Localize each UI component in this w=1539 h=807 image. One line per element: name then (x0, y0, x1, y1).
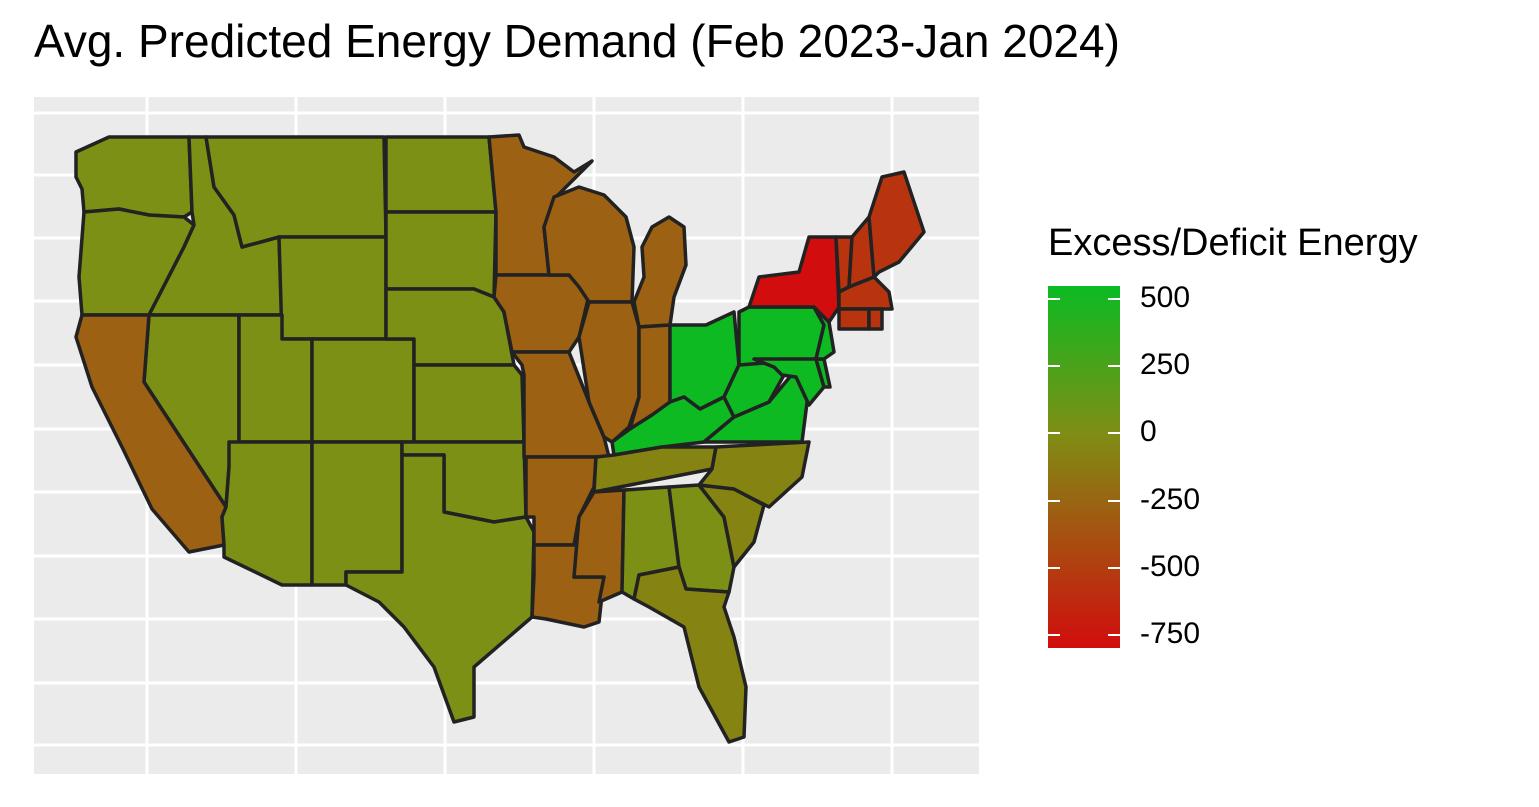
state-iowa (492, 273, 591, 354)
legend-tick-mark (1108, 633, 1120, 636)
legend-tick-label: 500 (1140, 281, 1191, 315)
legend-tick-mark (1108, 499, 1120, 502)
legend-tick-mark (1048, 566, 1060, 569)
state-texas (344, 453, 536, 724)
map-panel (34, 97, 979, 774)
state-new-mexico (310, 440, 404, 587)
state-kansas (412, 363, 526, 444)
state-connecticut (837, 307, 871, 331)
legend-tick-mark (1108, 365, 1120, 368)
legend-tick-mark (1048, 432, 1060, 435)
legend-tick-label: 0 (1140, 415, 1157, 449)
state-florida (632, 565, 748, 744)
state-north-dakota (384, 135, 498, 214)
states (74, 133, 926, 744)
legend-tick-label: -500 (1140, 549, 1201, 583)
legend-tick-mark (1108, 566, 1120, 569)
legend-tick-mark (1108, 298, 1120, 301)
legend-tick-mark (1108, 432, 1120, 435)
state-minnesota (487, 133, 594, 277)
state-pennsylvania (737, 305, 826, 367)
state-colorado (310, 337, 416, 444)
legend-tick-label: -750 (1140, 616, 1201, 650)
chart-title: Avg. Predicted Energy Demand (Feb 2023-J… (34, 15, 1120, 67)
legend-tick-label: 250 (1140, 348, 1191, 382)
legend-tick-mark (1048, 298, 1060, 301)
state-arizona (220, 440, 314, 587)
state-wyoming (277, 235, 388, 341)
legend-title: Excess/Deficit Energy (1048, 222, 1418, 264)
legend-tick-label: -250 (1140, 482, 1201, 516)
legend-tick-mark (1048, 365, 1060, 368)
state-washington (74, 135, 194, 219)
legend-tick-mark (1048, 499, 1060, 502)
state-south-dakota (384, 210, 498, 299)
legend-tick-mark (1048, 633, 1060, 636)
legend-colorbar (1048, 286, 1120, 648)
state-rhode-island (867, 307, 884, 331)
state-california (74, 313, 228, 554)
state-north-carolina (697, 440, 811, 509)
